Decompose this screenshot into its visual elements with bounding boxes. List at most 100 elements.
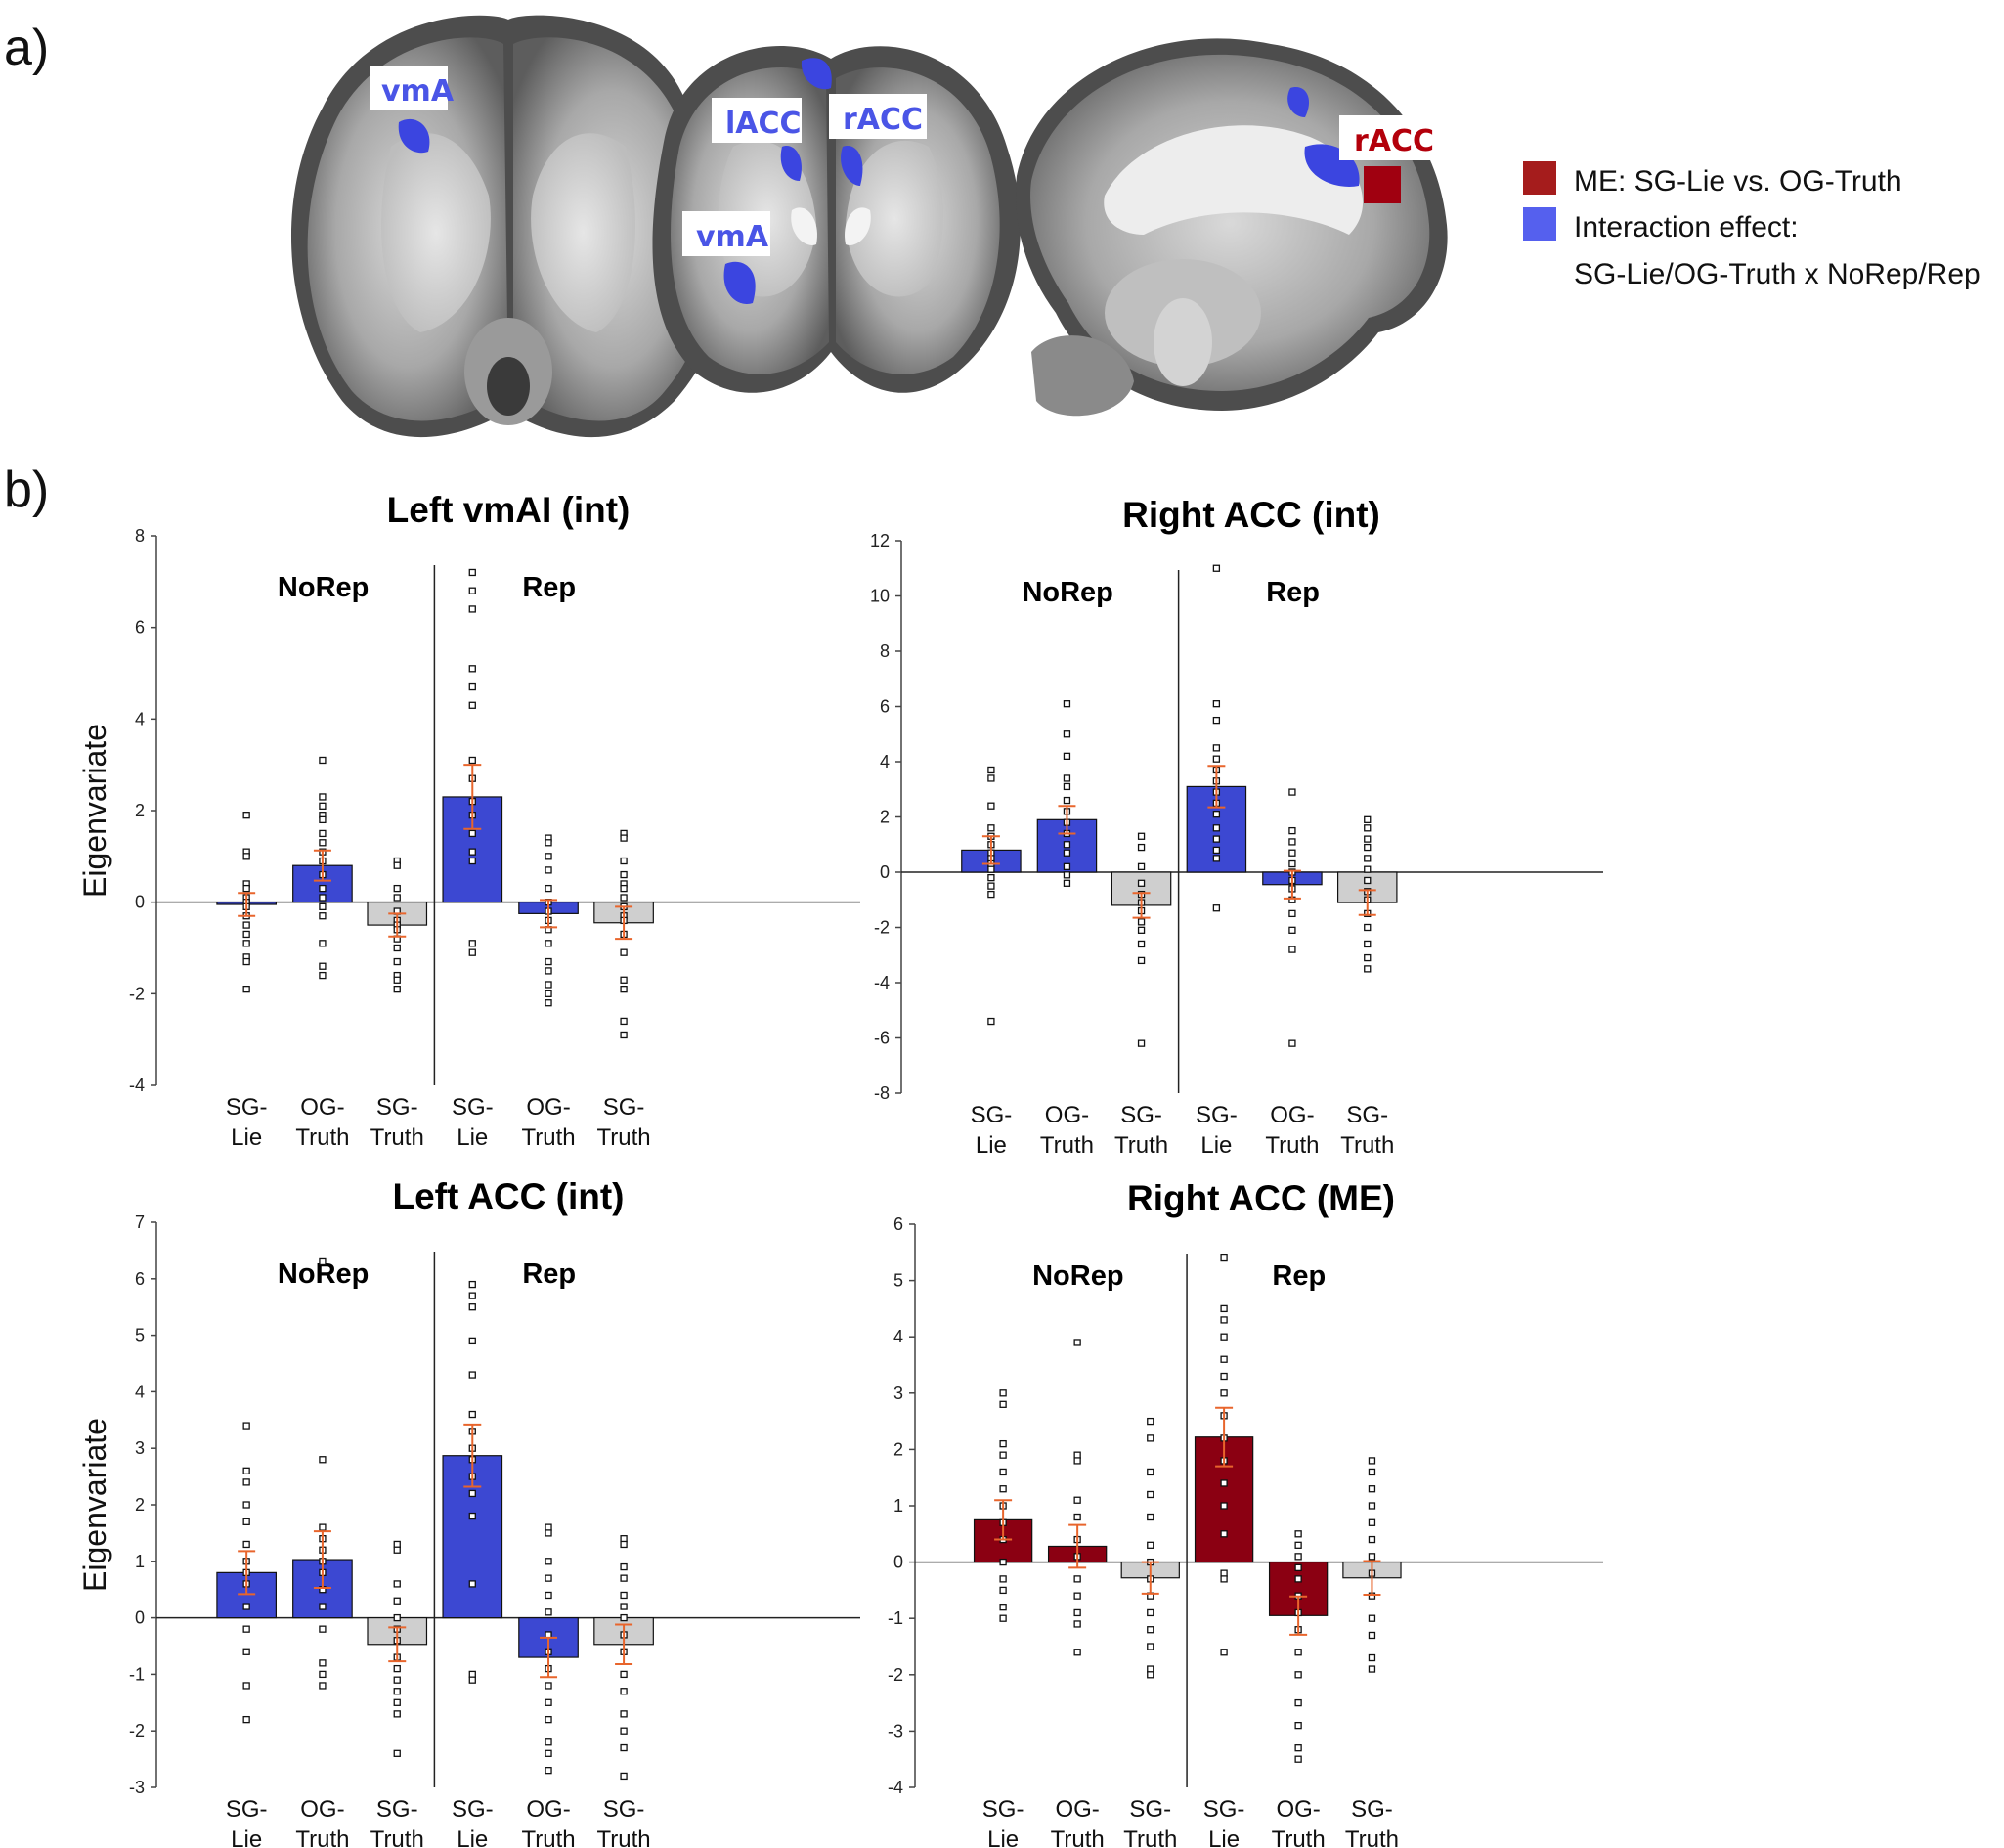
data-point bbox=[242, 1540, 250, 1549]
data-point bbox=[319, 1603, 327, 1610]
data-point bbox=[1212, 716, 1221, 725]
data-point bbox=[242, 957, 250, 966]
data-point bbox=[1147, 1513, 1154, 1521]
legend-label-interaction-line2: SG-Lie/OG-Truth x NoRep/Rep bbox=[1574, 258, 1981, 290]
category-label: Truth bbox=[1123, 1826, 1177, 1848]
data-point bbox=[545, 990, 552, 997]
data-point bbox=[393, 861, 401, 869]
category-label: Lie bbox=[1200, 1132, 1232, 1159]
data-point bbox=[468, 1292, 476, 1299]
category-label: SG- bbox=[971, 1102, 1013, 1128]
category-label: SG- bbox=[376, 1796, 418, 1823]
data-point bbox=[1073, 1592, 1081, 1600]
data-point bbox=[319, 802, 327, 810]
data-point bbox=[1220, 1569, 1228, 1577]
data-point bbox=[468, 665, 476, 673]
data-point bbox=[319, 1523, 327, 1531]
data-point bbox=[545, 1529, 552, 1537]
data-point bbox=[620, 1710, 628, 1718]
data-point bbox=[1294, 1755, 1302, 1763]
chart-right-acc-int: Right ACC (int) -8 -6 -4 -2 0 2 4 6 8 10 12 NoRep Rep… bbox=[870, 495, 1603, 1159]
data-point bbox=[1212, 824, 1221, 832]
data-point bbox=[1294, 1698, 1302, 1707]
category-label: SG- bbox=[1120, 1102, 1162, 1128]
data-point bbox=[1063, 862, 1071, 870]
data-point bbox=[1364, 843, 1372, 852]
y-tick-label: 2 bbox=[880, 808, 890, 827]
data-point bbox=[468, 829, 476, 838]
data-point bbox=[1294, 1553, 1302, 1561]
data-point bbox=[1294, 1530, 1302, 1538]
category-label: Lie bbox=[976, 1132, 1007, 1159]
category-label: Lie bbox=[231, 1826, 262, 1848]
data-point bbox=[620, 1535, 628, 1543]
data-point bbox=[468, 701, 476, 709]
data-point bbox=[468, 1371, 476, 1379]
data-point bbox=[545, 1767, 552, 1775]
y-tick-label: 0 bbox=[880, 862, 890, 882]
category-label: Truth bbox=[295, 1826, 349, 1848]
data-point bbox=[620, 1562, 628, 1571]
data-point bbox=[620, 870, 628, 879]
data-point bbox=[545, 1749, 552, 1757]
roi-labels: vmA lACC rACC vmA rACC bbox=[370, 66, 1447, 256]
y-tick-label: 4 bbox=[880, 752, 890, 771]
category-label: SG- bbox=[452, 1094, 494, 1121]
data-point bbox=[1294, 1721, 1302, 1730]
y-tick-label: -2 bbox=[874, 918, 890, 938]
data-point bbox=[999, 1604, 1007, 1611]
category-label: Truth bbox=[370, 1826, 424, 1848]
chart-left-acc: Left ACC (int) -3 -2 -1 0 1 2 3 4 5 6 7 Eigenvariate… bbox=[77, 1176, 860, 1848]
group-label-norep: NoRep bbox=[1032, 1260, 1123, 1292]
data-point bbox=[545, 1523, 552, 1531]
y-tick-label: 8 bbox=[135, 526, 145, 546]
data-point bbox=[242, 1422, 250, 1430]
data-point bbox=[1220, 1304, 1228, 1313]
data-point bbox=[545, 981, 552, 989]
data-point bbox=[1147, 1434, 1154, 1442]
legend-label-interaction-line1: Interaction effect: bbox=[1574, 211, 1799, 243]
data-point bbox=[393, 1710, 401, 1718]
data-point bbox=[1288, 788, 1296, 796]
y-tick-label: 5 bbox=[893, 1271, 903, 1291]
data-point bbox=[987, 874, 995, 882]
y-tick-label: -8 bbox=[874, 1083, 890, 1103]
data-point bbox=[1220, 1502, 1228, 1510]
data-point bbox=[987, 802, 995, 810]
data-point bbox=[620, 1727, 628, 1735]
data-point bbox=[1137, 832, 1146, 840]
category-label: OG- bbox=[526, 1094, 570, 1121]
data-point bbox=[545, 1715, 552, 1724]
data-point bbox=[242, 1603, 250, 1610]
data-point bbox=[1364, 835, 1372, 843]
data-point bbox=[1073, 1620, 1081, 1628]
data-point bbox=[393, 1580, 401, 1588]
data-point bbox=[1137, 926, 1146, 934]
category-label: Truth bbox=[521, 1826, 575, 1848]
data-point bbox=[1073, 1513, 1081, 1521]
data-point bbox=[1364, 855, 1372, 862]
data-point bbox=[393, 1613, 401, 1622]
data-point bbox=[545, 1738, 552, 1746]
data-point bbox=[999, 1468, 1007, 1476]
y-tick-label: 0 bbox=[135, 1608, 145, 1628]
data-point bbox=[1220, 1575, 1228, 1583]
category-label: Lie bbox=[231, 1124, 262, 1151]
data-point bbox=[1063, 879, 1071, 887]
data-point bbox=[545, 999, 552, 1007]
y-tick-label: 5 bbox=[135, 1326, 145, 1345]
data-point bbox=[468, 1670, 476, 1679]
y-tick-label: -4 bbox=[888, 1778, 903, 1797]
category-label: Lie bbox=[457, 1826, 488, 1848]
data-point bbox=[1212, 564, 1221, 572]
data-point bbox=[1220, 1333, 1228, 1341]
data-point bbox=[1212, 755, 1221, 763]
data-point bbox=[393, 957, 401, 966]
data-point bbox=[319, 884, 327, 893]
data-point bbox=[468, 948, 476, 956]
y-tick-label: 3 bbox=[135, 1438, 145, 1458]
data-point bbox=[1220, 1372, 1228, 1381]
data-point bbox=[1288, 946, 1296, 953]
data-point bbox=[1220, 1389, 1228, 1397]
